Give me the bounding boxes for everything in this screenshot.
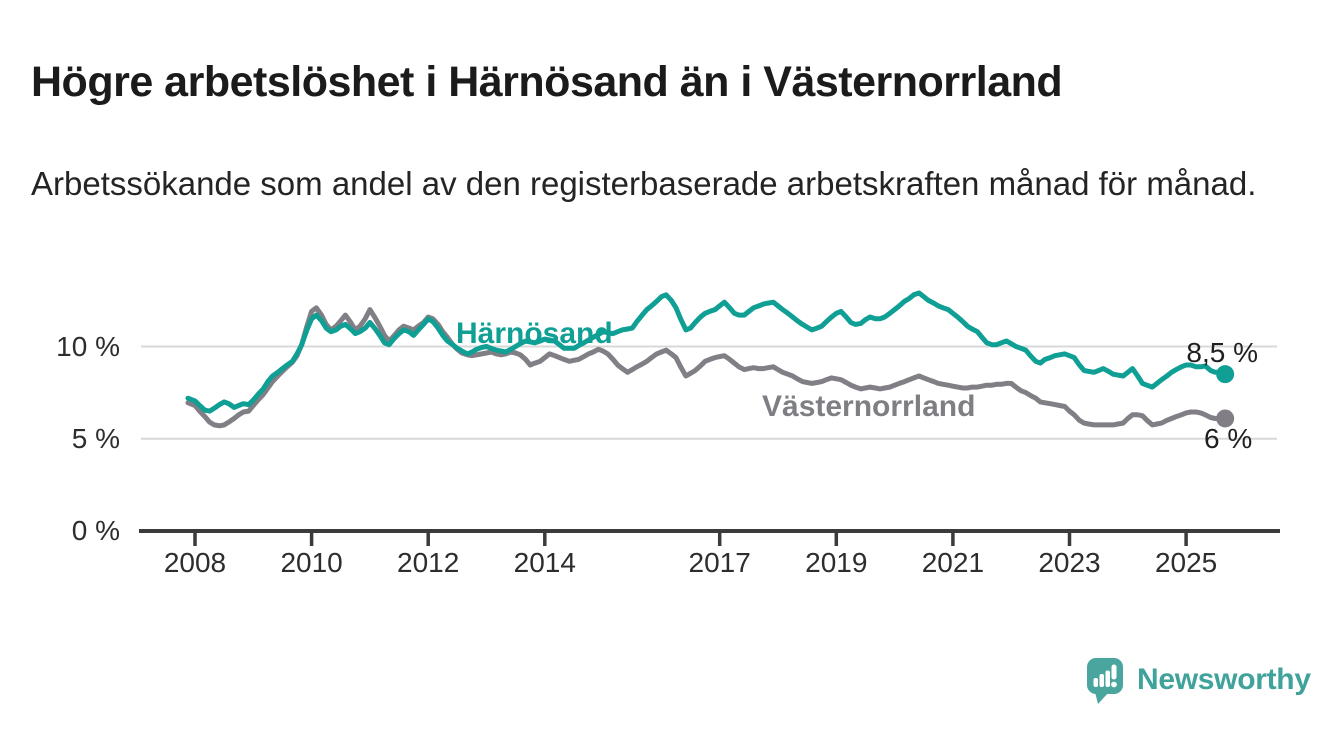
x-axis-tick-label: 2014	[513, 547, 576, 578]
end-value-label-harnosand: 8,5 %	[1186, 337, 1258, 368]
series-line-härnösand	[185, 290, 1228, 414]
series-end-dot-härnösand	[1216, 365, 1235, 384]
end-value-label-vasternorrland: 6 %	[1204, 423, 1253, 454]
chart-title: Högre arbetslöshet i Härnösand än i Väst…	[31, 57, 1063, 106]
x-axis-tick-label: 2025	[1154, 547, 1218, 578]
x-axis-tick-label: 2023	[1038, 547, 1101, 578]
x-axis-tick-label: 2019	[805, 547, 868, 578]
series-label-vasternorrland: Västernorrland	[762, 390, 976, 423]
chart-subtitle: Arbetssökande som andel av den registerb…	[31, 165, 1257, 202]
newsworthy-logo-text: Newsworthy	[1137, 663, 1311, 696]
series-end-dot-västernorrland	[1216, 409, 1235, 428]
y-axis-tick-label: 0 %	[71, 515, 120, 546]
x-axis-tick-label: 2008	[163, 547, 227, 578]
x-axis-tick-label: 2021	[921, 547, 985, 578]
x-axis-tick-label: 2012	[397, 547, 460, 578]
y-axis-tick-label: 5 %	[71, 422, 120, 454]
series-label-harnosand: Härnösand	[456, 317, 613, 350]
x-axis-tick-label: 2017	[688, 547, 751, 578]
newsworthy-speech-bubble-bar-chart-icon	[1087, 658, 1123, 704]
x-axis-tick-label: 2010	[280, 547, 343, 578]
y-axis-tick-label: 10 %	[56, 330, 120, 362]
newsworthy-logo: Newsworthy	[1086, 657, 1311, 705]
series-line-västernorrland	[185, 305, 1228, 429]
